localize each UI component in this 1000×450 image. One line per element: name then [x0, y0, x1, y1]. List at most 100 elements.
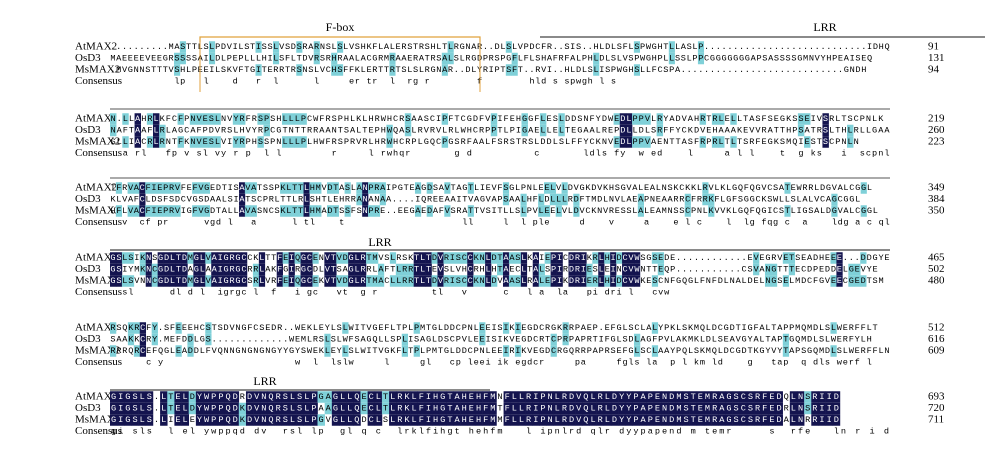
residue: S: [339, 206, 344, 216]
residue: R: [593, 276, 598, 286]
residue: E: [301, 323, 306, 333]
residue-shade: [145, 391, 154, 403]
residue: F: [541, 42, 546, 52]
consensus-residue: i: [870, 427, 875, 437]
residue: E: [433, 195, 438, 205]
residue-shade: [832, 414, 841, 426]
residue: V: [206, 276, 212, 286]
residue-shade: [514, 275, 522, 287]
residue-shade: [156, 182, 164, 194]
residue: D: [820, 183, 825, 193]
residue: D: [669, 392, 674, 402]
residue: C: [685, 206, 690, 216]
residue: N: [798, 392, 803, 402]
residue: P: [540, 415, 545, 425]
residue-shade: [145, 182, 152, 194]
residue-shade: [413, 322, 420, 334]
consensus-residue: r: [381, 149, 386, 159]
residue-shade: [127, 252, 135, 264]
residue: R: [545, 323, 550, 333]
residue-shade: [482, 414, 490, 426]
residue: P: [698, 42, 703, 52]
residue-shade: [310, 414, 318, 426]
residue: W: [634, 253, 640, 263]
residue: Q: [430, 137, 435, 147]
residue-shade: [110, 322, 117, 334]
residue: L: [304, 206, 309, 216]
residue: G: [739, 54, 744, 64]
consensus-residue: [345, 218, 350, 228]
residue-shade: [517, 402, 526, 415]
consensus-residue: [776, 427, 781, 437]
residue-shade: [331, 52, 338, 65]
residue: L: [304, 404, 309, 414]
residue: V: [245, 183, 251, 193]
residue: G: [448, 137, 453, 147]
consensus-residue: s: [290, 427, 295, 437]
residue: V: [438, 253, 444, 263]
residue: L: [626, 126, 631, 136]
residue: C: [704, 54, 709, 64]
residue: .: [386, 206, 391, 216]
residue: V: [198, 183, 204, 193]
residue: S: [206, 323, 211, 333]
residue-shade: [174, 64, 181, 76]
residue: R: [221, 126, 226, 136]
residue: R: [526, 392, 531, 402]
residue: R: [314, 54, 319, 64]
residue: R: [755, 415, 760, 425]
residue: C: [585, 206, 590, 216]
consensus-residue: [355, 358, 360, 368]
residue: .: [815, 42, 820, 52]
residue-shade: [618, 402, 626, 415]
residue: E: [837, 335, 842, 345]
residue-shade: [395, 263, 403, 276]
consensus-residue: a: [581, 358, 586, 368]
residue-shade: [573, 205, 580, 217]
residue: N: [664, 276, 669, 286]
residue: G: [235, 346, 240, 356]
residue-shade: [598, 275, 605, 287]
residue-shade: [255, 64, 262, 76]
residue-shade: [825, 402, 834, 415]
consensus-residue: f: [761, 218, 766, 228]
residue-shade: [432, 391, 440, 403]
residue-shade: [146, 136, 154, 148]
residue-shade: [169, 252, 176, 264]
residue: N: [866, 114, 871, 124]
residue: L: [332, 42, 337, 52]
residue: P: [211, 415, 216, 425]
residue: G: [224, 265, 229, 275]
residue: P: [813, 265, 818, 275]
consensus-residue: [209, 77, 214, 87]
residue: S: [497, 137, 502, 147]
residue: E: [724, 335, 729, 345]
residue: C: [634, 323, 639, 333]
residue: Q: [354, 392, 359, 402]
residue-shade: [396, 402, 404, 415]
consensus-residue: i: [616, 288, 621, 298]
residue: E: [753, 276, 758, 286]
residue: P: [270, 137, 275, 147]
consensus-residue: c: [503, 288, 508, 298]
residue-shade: [697, 52, 705, 65]
residue-shade: [403, 402, 411, 415]
residue: T: [366, 276, 371, 286]
residue: L: [123, 137, 128, 147]
residue: D: [302, 54, 307, 64]
residue: K: [720, 183, 726, 193]
residue-shade: [291, 182, 298, 194]
residue: L: [605, 392, 610, 402]
residue: G: [163, 54, 168, 64]
residue: .: [797, 65, 802, 75]
residue: R: [454, 42, 459, 52]
residue: R: [372, 65, 377, 75]
residue-shade: [360, 252, 367, 264]
residue-shade: [294, 252, 301, 264]
consensus-residue: [755, 149, 760, 159]
residue: D: [247, 415, 252, 425]
residue: Q: [268, 415, 273, 425]
residue: P: [524, 42, 529, 52]
residue: Q: [792, 137, 797, 147]
